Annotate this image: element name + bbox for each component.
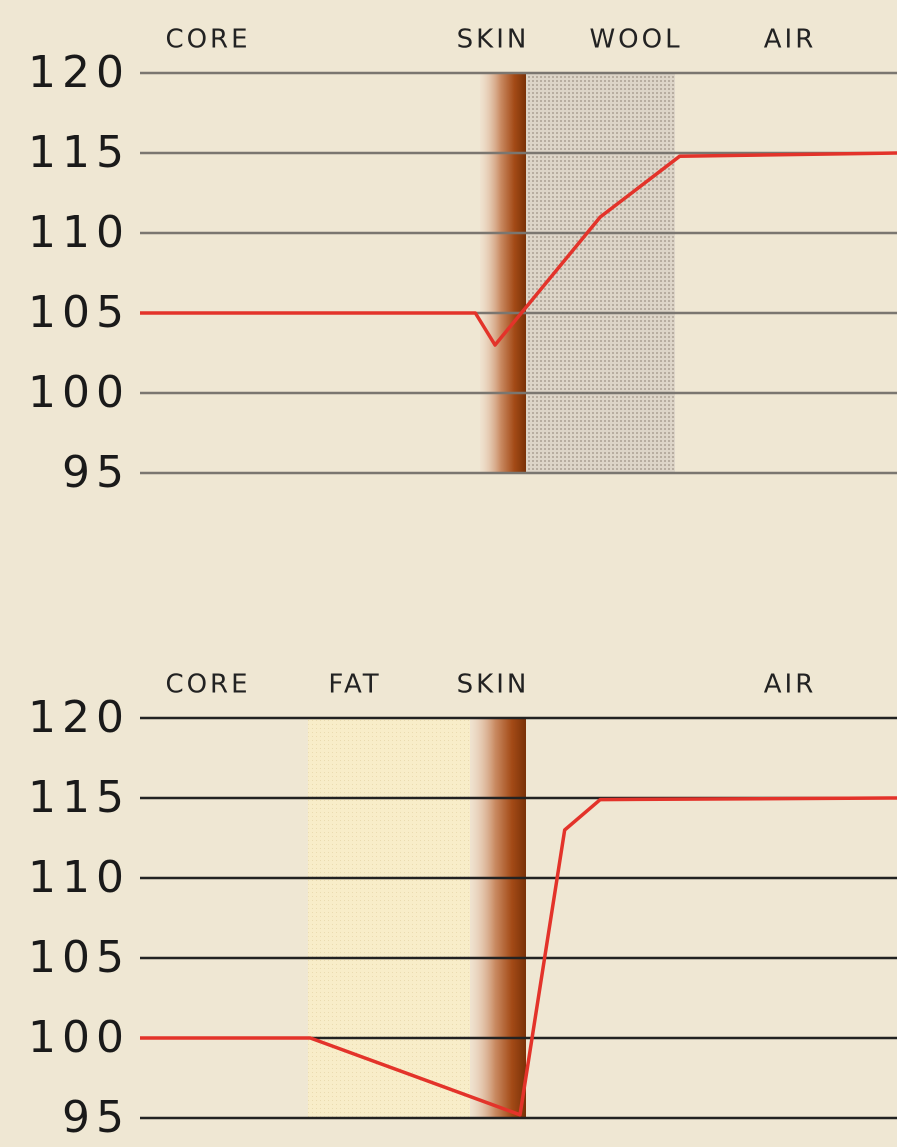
- region-label: WOOL: [589, 25, 682, 55]
- y-tick-label: 100: [28, 1012, 130, 1063]
- y-tick-label: 105: [28, 932, 130, 983]
- temperature-line: [140, 151, 897, 347]
- y-tick-label: 120: [28, 47, 130, 98]
- y-tick-label: 105: [28, 287, 130, 338]
- y-tick-label: 110: [28, 207, 130, 258]
- region-label: CORE: [165, 25, 250, 55]
- region-band: [308, 718, 470, 1118]
- region-band: [470, 718, 526, 1118]
- y-tick-label: 100: [28, 367, 130, 418]
- y-tick-label: 110: [28, 852, 130, 903]
- region-label: AIR: [764, 25, 817, 55]
- y-tick-label: 95: [62, 447, 130, 498]
- y-tick-label: 95: [62, 1092, 130, 1143]
- y-tick-label: 115: [28, 772, 130, 823]
- temperature-line: [140, 796, 897, 1117]
- region-band: [526, 73, 675, 473]
- region-label: AIR: [764, 670, 817, 700]
- region-label: SKIN: [457, 670, 530, 700]
- region-label: SKIN: [457, 25, 530, 55]
- region-label: CORE: [165, 670, 250, 700]
- region-label: FAT: [328, 670, 381, 700]
- y-tick-label: 115: [28, 127, 130, 178]
- region-band: [480, 73, 526, 473]
- y-tick-label: 120: [28, 692, 130, 743]
